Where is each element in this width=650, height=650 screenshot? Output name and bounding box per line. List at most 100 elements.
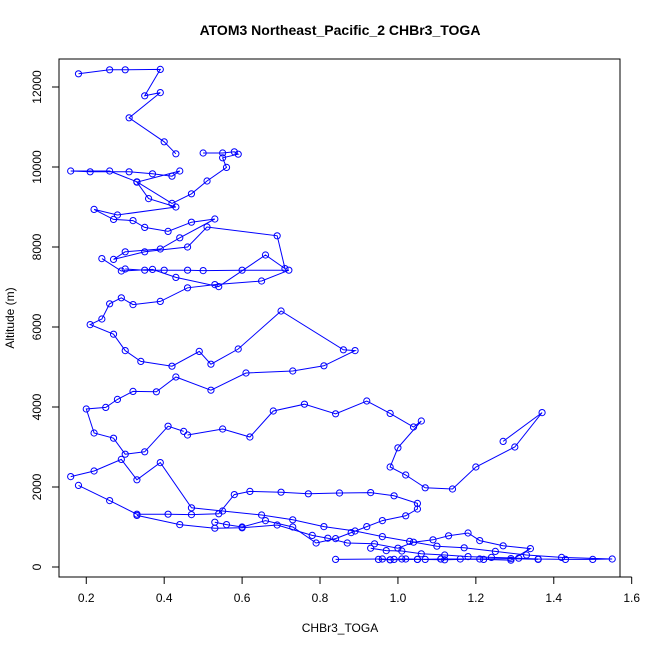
data-point [176, 521, 184, 529]
data-point [164, 510, 172, 518]
data-point [406, 537, 414, 546]
data-point [499, 542, 507, 550]
data-point [339, 346, 347, 354]
data-point [141, 266, 149, 274]
data-point [98, 255, 106, 263]
data-point [86, 321, 94, 329]
data-point [125, 168, 133, 176]
data-point [74, 70, 83, 78]
data-point [121, 450, 129, 458]
data-point [487, 553, 496, 562]
data-point [238, 524, 246, 532]
data-point [109, 330, 118, 338]
data-point [172, 373, 180, 381]
y-tick-label: 4000 [30, 393, 44, 420]
data-point [160, 138, 168, 146]
data-point [121, 347, 129, 355]
data-point [499, 437, 507, 445]
data-point [215, 283, 223, 291]
data-point [211, 215, 219, 223]
data-point [141, 223, 149, 231]
data-point [491, 547, 499, 556]
data-point [129, 301, 137, 309]
data-point [289, 516, 297, 524]
data-point [90, 467, 98, 475]
data-point [106, 66, 114, 74]
data-point [238, 266, 246, 274]
data-point [113, 395, 122, 403]
data-point [180, 427, 188, 435]
data-point [378, 533, 386, 541]
x-tick-label: 1.0 [390, 591, 407, 605]
data-point [312, 539, 320, 547]
data-point [382, 547, 390, 555]
data-point [320, 362, 328, 370]
data-point [106, 300, 114, 308]
data-point [242, 369, 250, 377]
data-point [409, 423, 418, 431]
series-line [70, 151, 286, 288]
data-point [246, 433, 254, 441]
data-point [589, 555, 597, 564]
data-point [125, 114, 133, 122]
data-point [273, 521, 281, 529]
data-point [304, 490, 312, 498]
data-point [476, 555, 484, 563]
data-point [370, 540, 379, 548]
data-point [460, 544, 468, 552]
series-line [136, 514, 532, 561]
data-point [320, 523, 328, 531]
y-tick-label: 12000 [30, 70, 44, 104]
data-point [308, 531, 316, 540]
series-line [78, 484, 418, 544]
data-point [378, 517, 386, 525]
data-point [172, 203, 180, 211]
data-point [156, 65, 164, 74]
x-tick-label: 1.6 [623, 591, 640, 605]
data-point [413, 505, 422, 513]
data-point [183, 431, 192, 439]
data-point [476, 537, 484, 545]
data-point [433, 542, 441, 550]
data-point [335, 489, 344, 497]
data-point [133, 476, 141, 484]
data-point [261, 251, 270, 259]
data-point [608, 555, 616, 563]
data-point [152, 388, 160, 396]
data-point [534, 555, 542, 564]
data-point [367, 489, 375, 497]
data-point [402, 512, 410, 520]
data-point [394, 444, 402, 452]
data-point [121, 66, 129, 74]
y-axis-label: Altitude (m) [3, 287, 17, 348]
data-point [168, 172, 176, 180]
data-point [145, 195, 153, 203]
data-point [129, 217, 137, 225]
x-tick-label: 0.4 [156, 591, 173, 605]
series-line [78, 68, 177, 155]
data-point [156, 459, 164, 467]
data-point [378, 555, 386, 563]
data-point [246, 487, 254, 495]
data-point [215, 510, 223, 518]
plot-frame [58, 58, 621, 578]
data-point [156, 297, 164, 305]
data-point [257, 511, 266, 519]
data-point [394, 544, 402, 552]
data-point [90, 429, 98, 437]
data-point [168, 199, 176, 207]
data-point [121, 248, 129, 256]
data-point [187, 504, 196, 512]
chart-title: ATOM3 Northeast_Pacific_2 CHBr3_TOGA [200, 22, 481, 38]
data-point [117, 267, 125, 275]
data-point [109, 434, 118, 442]
data-point [183, 243, 192, 251]
data-point [129, 387, 137, 395]
data-point [230, 148, 238, 156]
x-tick-label: 1.2 [468, 591, 485, 605]
data-point [300, 400, 309, 408]
x-axis-label: CHBr3_TOGA [302, 621, 378, 635]
data-point [234, 150, 242, 158]
data-point [102, 403, 110, 411]
